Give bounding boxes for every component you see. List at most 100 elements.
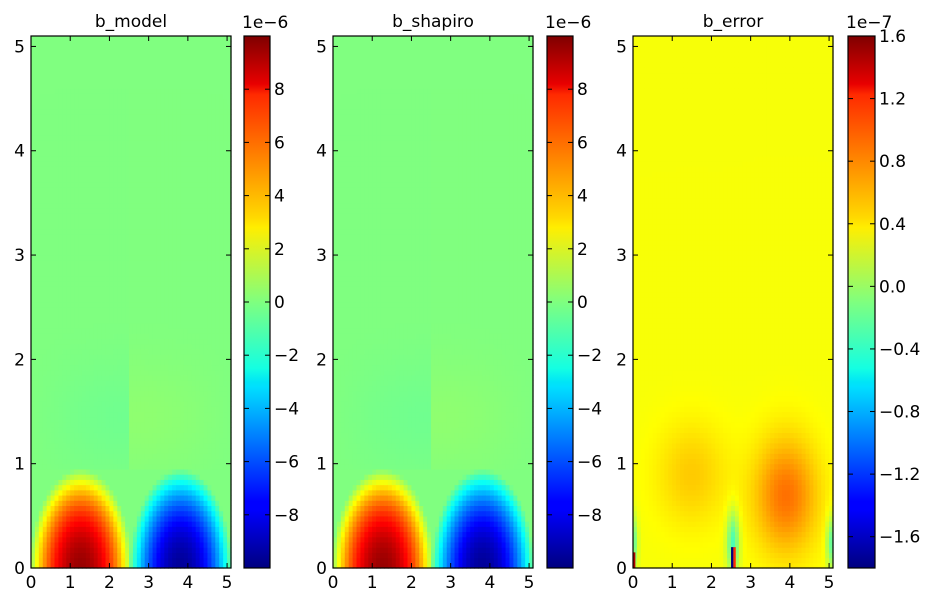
- heatmap-cell: [136, 88, 142, 94]
- heatmap-cell: [58, 307, 63, 314]
- heatmap-cell: [38, 228, 44, 235]
- heatmap-cell: [183, 202, 189, 209]
- heatmap-cell: [199, 114, 205, 121]
- heatmap-cell: [50, 56, 56, 63]
- heatmap-cell: [121, 484, 126, 491]
- heatmap-cell: [117, 281, 122, 287]
- heatmap-cell: [105, 536, 111, 543]
- heatmap-cell: [54, 239, 60, 246]
- heatmap-cell: [176, 218, 181, 225]
- heatmap-cell: [132, 145, 138, 152]
- heatmap-cell: [38, 260, 44, 267]
- heatmap-cell: [58, 182, 63, 188]
- heatmap-cell: [50, 77, 56, 84]
- heatmap-cell: [31, 343, 36, 350]
- heatmap-cell: [136, 463, 142, 470]
- heatmap-cell: [199, 453, 205, 460]
- heatmap-cell: [187, 62, 193, 68]
- heatmap-cell: [50, 187, 56, 194]
- heatmap-cell: [203, 442, 209, 449]
- heatmap-cell: [34, 421, 40, 428]
- heatmap-cell: [211, 375, 216, 381]
- heatmap-cell: [46, 354, 52, 360]
- heatmap-cell: [176, 275, 181, 282]
- heatmap-cell: [34, 494, 40, 501]
- heatmap-cell: [109, 77, 114, 84]
- heatmap-cell: [156, 135, 162, 141]
- heatmap-cell: [113, 531, 118, 538]
- heatmap-cell: [121, 364, 126, 371]
- heatmap-cell: [109, 171, 114, 178]
- heatmap-cell: [207, 46, 212, 53]
- heatmap-cell: [97, 390, 103, 397]
- heatmap-cell: [93, 129, 99, 136]
- heatmap-cell: [78, 531, 83, 538]
- heatmap-cell: [152, 380, 158, 387]
- heatmap-cell: [50, 406, 56, 413]
- heatmap-cell: [97, 369, 103, 376]
- heatmap-cell: [180, 359, 185, 366]
- heatmap-cell: [215, 369, 220, 376]
- heatmap-cell: [215, 468, 220, 475]
- heatmap-cell: [97, 249, 103, 256]
- heatmap-cell: [148, 114, 154, 121]
- heatmap-cell: [62, 51, 67, 58]
- heatmap-cell: [54, 109, 60, 115]
- heatmap-cell: [121, 192, 126, 199]
- heatmap-cell: [105, 348, 111, 355]
- heatmap-cell: [160, 333, 165, 340]
- heatmap-cell: [42, 416, 48, 423]
- heatmap-cell: [85, 213, 91, 220]
- heatmap-cell: [195, 109, 201, 115]
- heatmap-cell: [195, 322, 201, 329]
- heatmap-cell: [58, 255, 63, 261]
- heatmap-cell: [101, 145, 107, 152]
- heatmap-cell: [85, 463, 91, 470]
- heatmap-cell: [97, 500, 103, 507]
- heatmap-cell: [195, 463, 201, 470]
- heatmap-cell: [74, 521, 79, 527]
- heatmap-cell: [160, 56, 165, 63]
- heatmap-cell: [97, 124, 103, 131]
- heatmap-cell: [199, 390, 205, 397]
- heatmap-cell: [207, 343, 212, 350]
- heatmap-cell: [219, 291, 224, 298]
- heatmap-cell: [121, 62, 126, 68]
- heatmap-cell: [164, 218, 169, 225]
- heatmap-cell: [62, 182, 67, 188]
- heatmap-cell: [38, 328, 44, 334]
- heatmap-cell: [58, 437, 63, 444]
- heatmap-cell: [74, 494, 79, 501]
- heatmap-cell: [31, 103, 36, 110]
- heatmap-cell: [58, 176, 63, 183]
- heatmap-cell: [164, 390, 169, 397]
- heatmap-cell: [66, 218, 71, 225]
- heatmap-cell: [31, 453, 36, 460]
- heatmap-cell: [144, 103, 150, 110]
- heatmap-cell: [78, 552, 83, 559]
- heatmap-cell: [172, 547, 177, 553]
- heatmap-cell: [117, 67, 122, 74]
- heatmap-cell: [54, 562, 60, 569]
- heatmap-cell: [156, 270, 162, 277]
- heatmap-cell: [42, 145, 48, 152]
- heatmap-cell: [34, 244, 40, 251]
- heatmap-cell: [78, 228, 83, 235]
- heatmap-cell: [199, 364, 205, 371]
- heatmap-cell: [168, 244, 173, 251]
- heatmap-cell: [66, 150, 71, 157]
- heatmap-cell: [101, 458, 107, 465]
- heatmap-cell: [191, 359, 197, 366]
- heatmap-cell: [148, 93, 154, 100]
- heatmap-cell: [203, 411, 209, 418]
- heatmap-cell: [125, 463, 130, 470]
- heatmap-cell: [160, 82, 165, 89]
- heatmap-cell: [132, 119, 138, 126]
- heatmap-cell: [113, 552, 118, 559]
- heatmap-cell: [211, 411, 216, 418]
- heatmap-cell: [38, 421, 44, 428]
- heatmap-cell: [105, 208, 111, 214]
- heatmap-cell: [176, 411, 181, 418]
- heatmap-cell: [132, 77, 138, 84]
- heatmap-cell: [191, 526, 197, 533]
